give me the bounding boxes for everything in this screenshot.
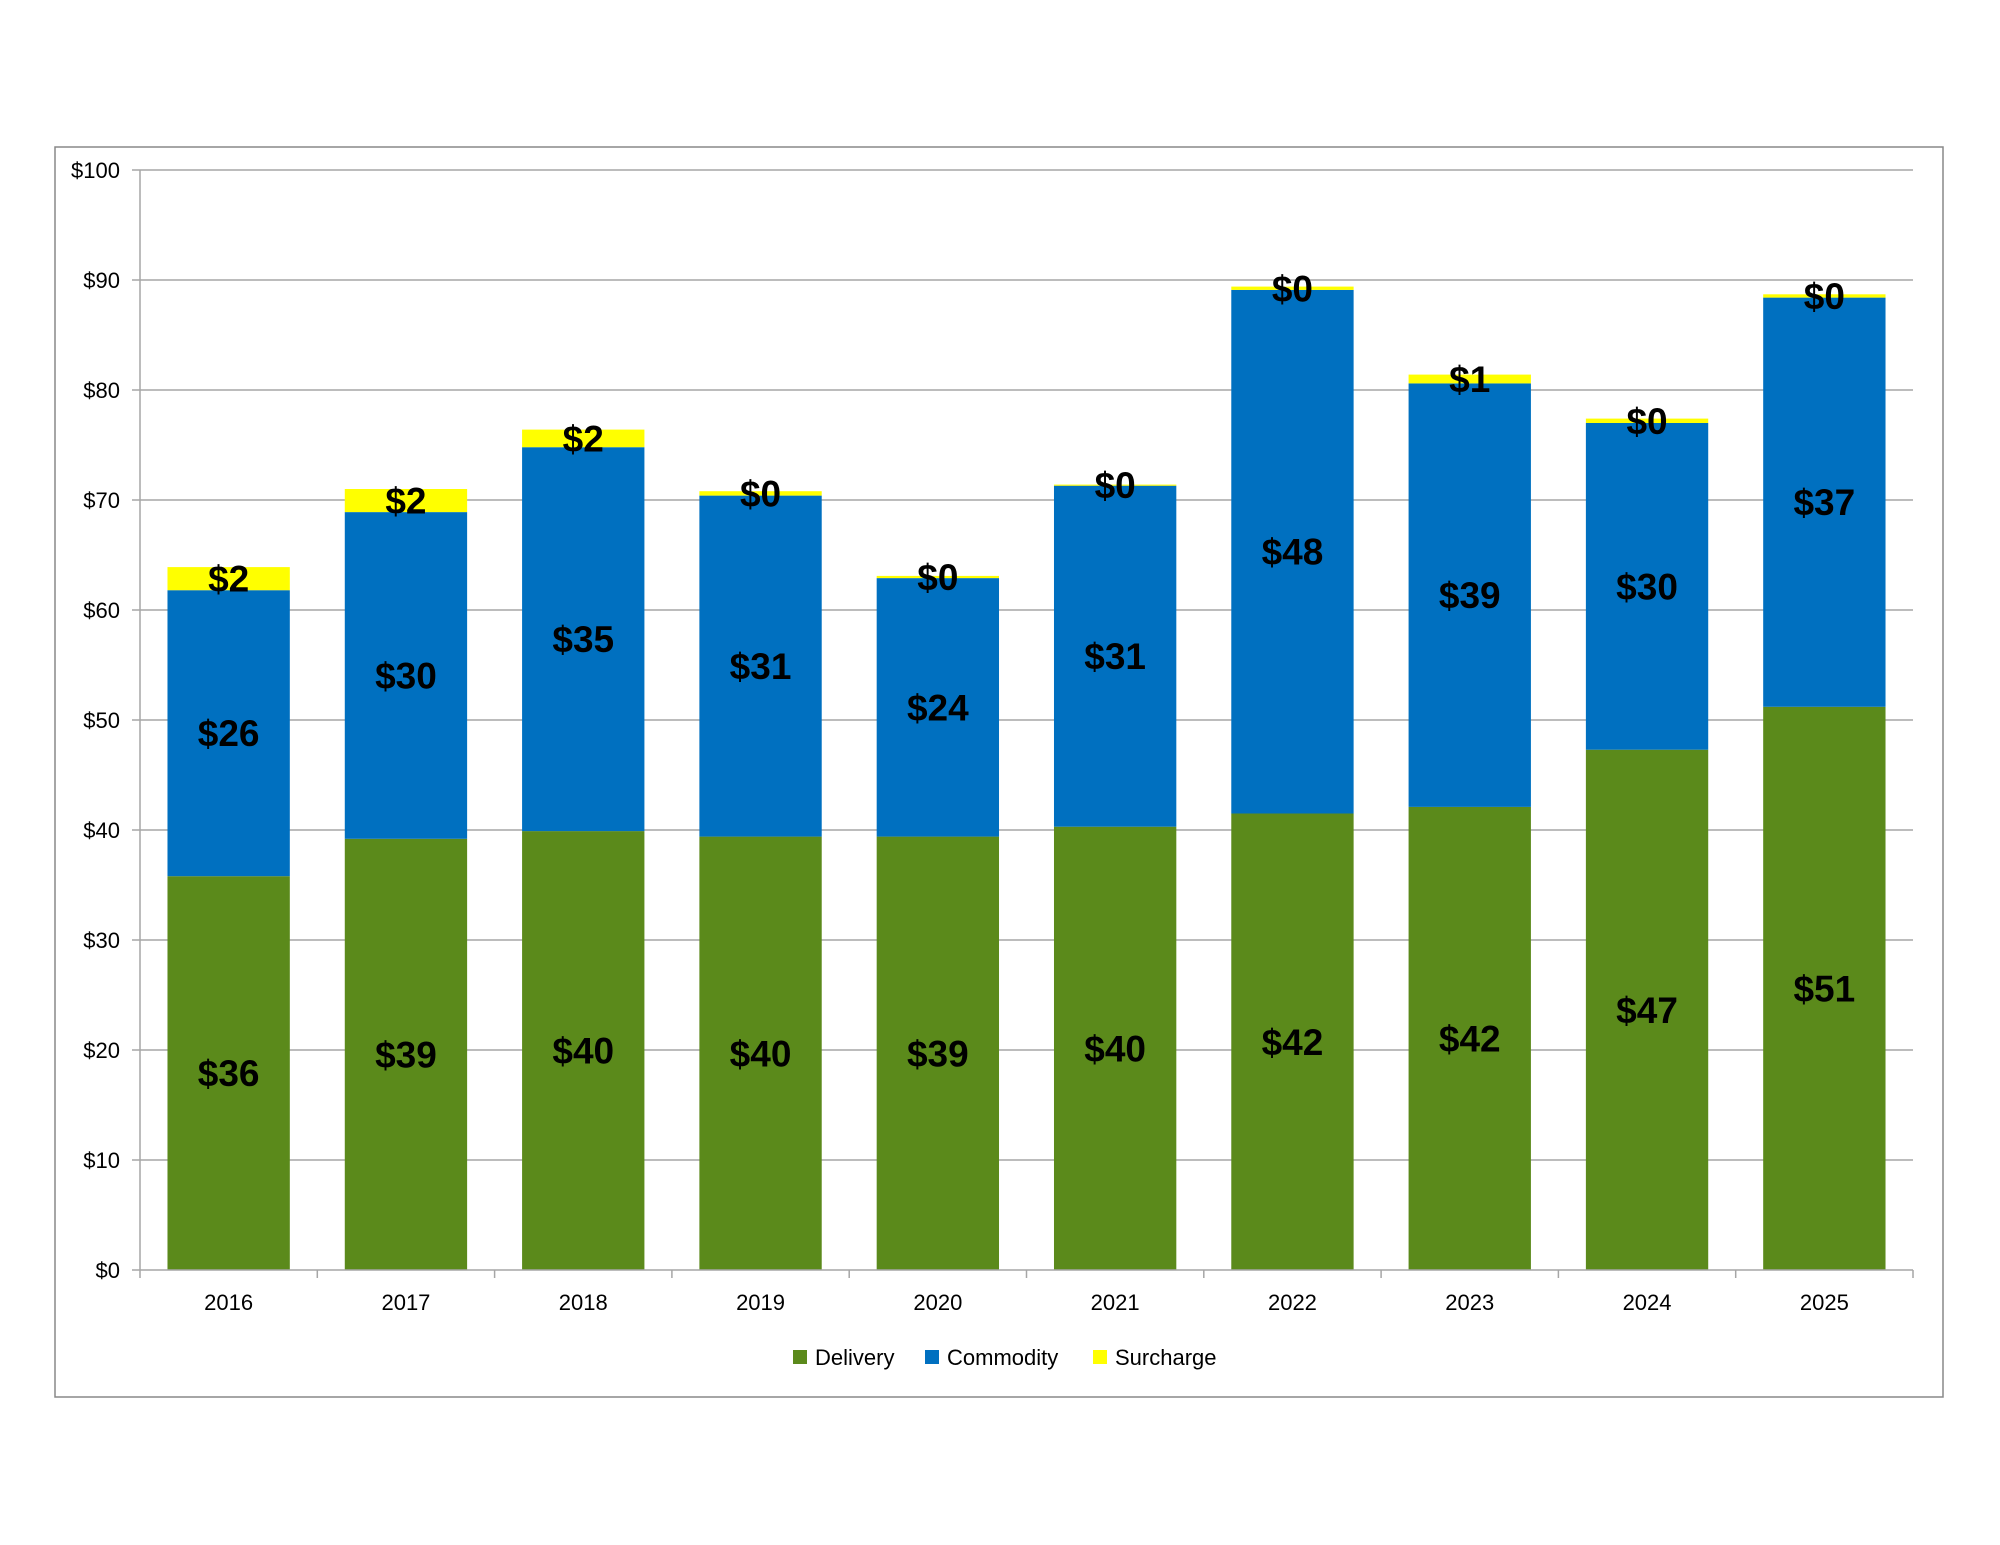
y-tick-label: $70 <box>83 488 120 513</box>
bar-surcharge-2018 <box>522 429 645 448</box>
y-tick-label: $20 <box>83 1038 120 1063</box>
legend-label-surcharge: Surcharge <box>1115 1345 1217 1370</box>
data-label-surcharge: $0 <box>1272 268 1313 309</box>
y-tick-label: $10 <box>83 1148 120 1173</box>
data-label-commodity: $35 <box>552 619 614 660</box>
bar-delivery-2019 <box>699 836 822 1270</box>
y-tick-label: $100 <box>71 158 120 183</box>
data-label-commodity: $31 <box>730 646 792 687</box>
data-label-delivery: $47 <box>1616 990 1678 1031</box>
bar-surcharge-2021 <box>1053 484 1177 486</box>
data-label-delivery: $40 <box>552 1031 614 1072</box>
y-tick-label: $60 <box>83 598 120 623</box>
legend-swatch-surcharge <box>1093 1350 1107 1364</box>
y-tick-label: $50 <box>83 708 120 733</box>
bar-surcharge-2017 <box>344 489 468 513</box>
bar-delivery-2023 <box>1408 806 1531 1270</box>
data-label-surcharge: $1 <box>1449 359 1490 400</box>
bar-surcharge-2024 <box>1585 418 1709 423</box>
data-label-commodity: $37 <box>1793 482 1855 523</box>
data-label-surcharge: $0 <box>917 557 958 598</box>
bar-delivery-2024 <box>1585 749 1709 1270</box>
bar-surcharge-2022 <box>1231 286 1354 290</box>
bar-surcharge-2025 <box>1763 294 1886 298</box>
data-label-commodity: $24 <box>907 687 969 728</box>
x-tick-label: 2016 <box>204 1290 253 1315</box>
data-label-surcharge: $2 <box>208 559 249 600</box>
x-tick-label: 2017 <box>381 1290 430 1315</box>
bar-commodity-2019 <box>699 495 822 837</box>
x-tick-label: 2020 <box>913 1290 962 1315</box>
y-tick-label: $30 <box>83 928 120 953</box>
data-label-surcharge: $0 <box>1804 276 1845 317</box>
data-label-commodity: $39 <box>1439 575 1501 616</box>
data-label-delivery: $36 <box>198 1053 260 1094</box>
data-label-surcharge: $0 <box>740 473 781 514</box>
bar-delivery-2020 <box>876 836 1000 1270</box>
legend-swatch-commodity <box>925 1350 939 1364</box>
y-tick-label: $90 <box>83 268 120 293</box>
data-label-delivery: $39 <box>375 1034 437 1075</box>
bar-surcharge-2019 <box>699 491 822 496</box>
legend: Delivery Commodity Surcharge <box>793 1345 1217 1370</box>
bar-commodity-2017 <box>344 512 468 839</box>
bar-commodity-2020 <box>876 578 1000 837</box>
data-label-delivery: $40 <box>730 1033 792 1074</box>
y-tick-label: $80 <box>83 378 120 403</box>
data-label-surcharge: $0 <box>1626 401 1667 442</box>
data-label-delivery: $39 <box>907 1033 969 1074</box>
bar-delivery-2016 <box>167 876 290 1270</box>
data-label-surcharge: $2 <box>563 418 604 459</box>
data-label-delivery: $42 <box>1262 1022 1324 1063</box>
bar-delivery-2025 <box>1763 706 1886 1270</box>
bar-delivery-2021 <box>1053 826 1177 1270</box>
y-tick-label: $0 <box>96 1258 120 1283</box>
bar-surcharge-2023 <box>1408 374 1531 384</box>
x-tick-label: 2018 <box>559 1290 608 1315</box>
bar-delivery-2018 <box>522 831 645 1270</box>
bar-commodity-2021 <box>1053 485 1177 827</box>
x-tick-label: 2024 <box>1623 1290 1672 1315</box>
x-tick-label: 2019 <box>736 1290 785 1315</box>
data-label-commodity: $30 <box>1616 566 1678 607</box>
x-tick-label: 2021 <box>1091 1290 1140 1315</box>
bars <box>167 286 1886 1270</box>
data-label-delivery: $42 <box>1439 1018 1501 1059</box>
x-tick-label: 2025 <box>1800 1290 1849 1315</box>
bar-surcharge-2016 <box>167 567 290 591</box>
data-labels: $36 $26 $2 $39 $30 $2 $40 $35 $2 $40 $31 $0 $39 $24 $0… <box>198 268 1855 1094</box>
bar-commodity-2016 <box>167 590 290 877</box>
data-label-commodity: $26 <box>198 713 260 754</box>
data-label-delivery: $40 <box>1084 1028 1146 1069</box>
legend-label-delivery: Delivery <box>815 1345 894 1370</box>
data-label-commodity: $31 <box>1084 636 1146 677</box>
bar-commodity-2025 <box>1763 297 1886 707</box>
x-tick-label: 2023 <box>1445 1290 1494 1315</box>
data-label-commodity: $30 <box>375 655 437 696</box>
data-label-commodity: $48 <box>1262 532 1324 573</box>
legend-swatch-delivery <box>793 1350 807 1364</box>
data-label-surcharge: $2 <box>385 481 426 522</box>
bar-surcharge-2020 <box>876 575 1000 579</box>
data-label-delivery: $51 <box>1793 968 1855 1009</box>
bar-commodity-2022 <box>1231 289 1354 814</box>
y-tick-label: $40 <box>83 818 120 843</box>
legend-label-commodity: Commodity <box>947 1345 1058 1370</box>
bar-delivery-2017 <box>344 838 468 1270</box>
axes: $0 $10 $20 $30 $40 $50 $60 $70 $80 $90 $100 2016 201… <box>71 158 1914 1315</box>
bar-commodity-2018 <box>522 447 645 832</box>
bar-delivery-2022 <box>1231 813 1354 1270</box>
x-tick-label: 2022 <box>1268 1290 1317 1315</box>
data-label-surcharge: $0 <box>1095 465 1136 506</box>
bar-commodity-2023 <box>1408 383 1531 807</box>
bar-commodity-2024 <box>1585 423 1709 750</box>
